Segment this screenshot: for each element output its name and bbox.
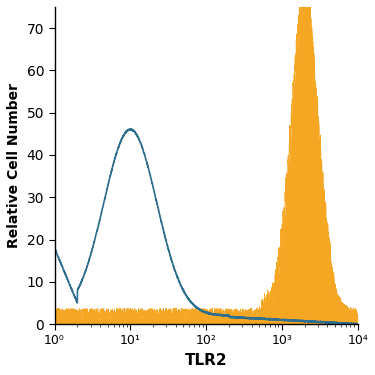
Y-axis label: Relative Cell Number: Relative Cell Number [7,83,21,248]
X-axis label: TLR2: TLR2 [185,353,227,368]
